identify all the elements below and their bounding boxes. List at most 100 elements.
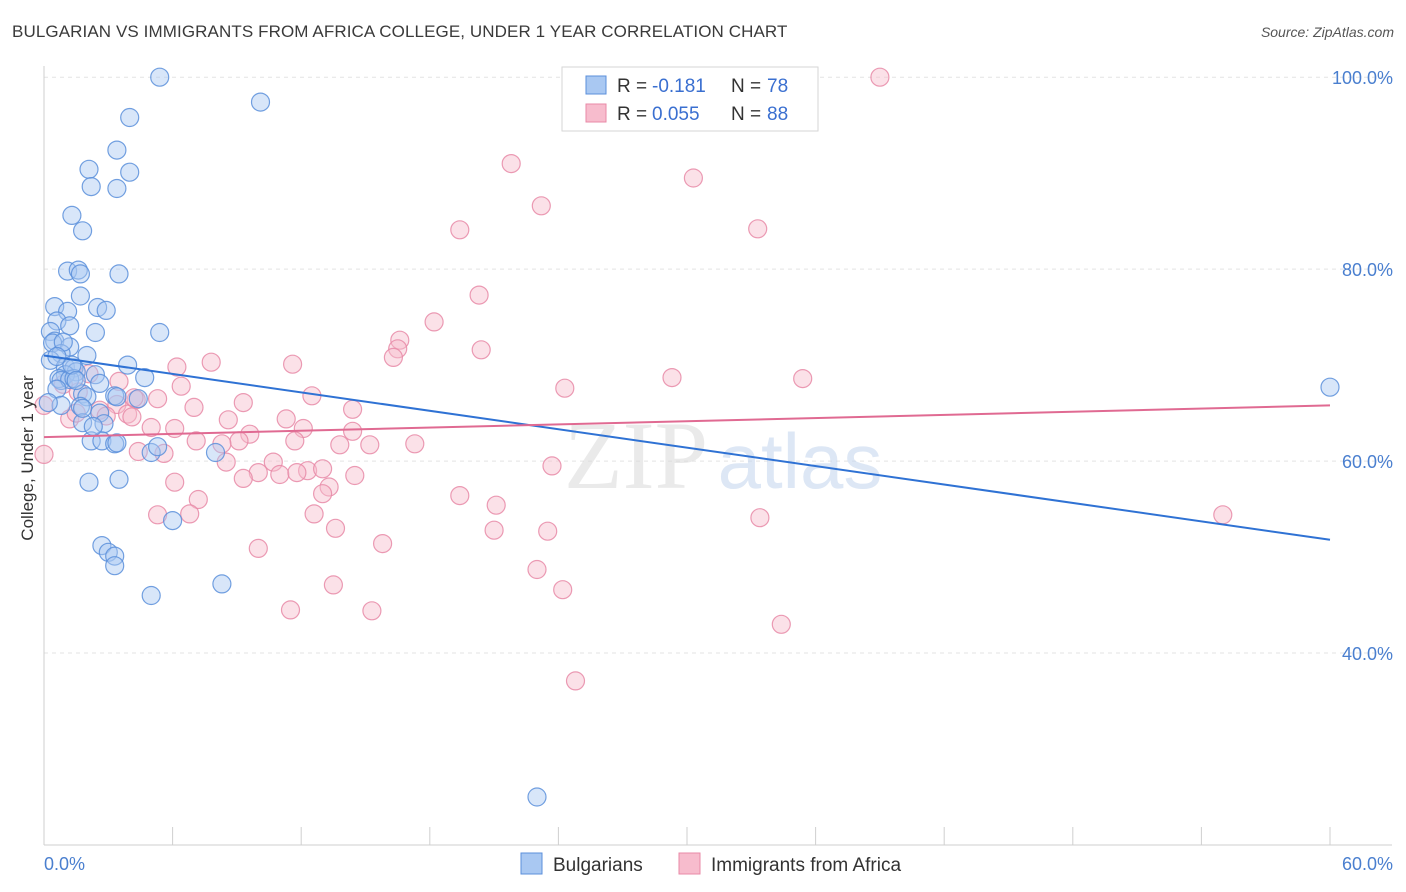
africa-point-48 <box>216 452 236 472</box>
africa-point-75 <box>553 580 573 600</box>
bulgarian-point-76 <box>107 387 127 407</box>
legend-n-label-1: N = <box>731 76 761 97</box>
africa-point-1 <box>501 154 521 174</box>
africa-point-49 <box>263 452 283 472</box>
bulgarian-point-71 <box>72 398 93 418</box>
bulgarian-point-28 <box>77 345 97 366</box>
africa-point-9 <box>388 339 408 359</box>
africa-point-5 <box>748 219 768 239</box>
africa-point-67 <box>750 508 770 528</box>
bulgarian-point-52 <box>38 393 58 413</box>
africa-point-31 <box>218 410 238 430</box>
africa-point-74 <box>527 559 547 580</box>
bulgarian-point-61 <box>109 469 129 489</box>
africa-point-70 <box>484 520 504 540</box>
y-tick-label-2: 80.0% <box>1342 260 1393 280</box>
bulgarian-point-69 <box>527 787 547 807</box>
africa-point-12 <box>201 352 221 372</box>
africa-point-62 <box>450 486 470 506</box>
bulgarian-point-77 <box>66 370 86 391</box>
bulgarian-point-62 <box>163 510 183 531</box>
bulgarian-point-23 <box>150 322 170 343</box>
legend-bottom-swatch-africa <box>678 852 701 875</box>
chart-source: Source: ZipAtlas.com <box>1260 24 1394 40</box>
legend-r-value-2: 0.055 <box>652 104 700 125</box>
africa-point-2 <box>683 168 704 188</box>
bulgarian-point-60 <box>79 472 99 492</box>
bulgarian-point-12 <box>70 264 91 284</box>
legend-bottom-africa: Immigrants from Africa <box>711 855 901 876</box>
africa-point-57 <box>233 468 253 488</box>
legend-r-label-2: R = <box>617 104 647 125</box>
africa-point-81 <box>34 444 54 464</box>
bulgarian-point-19 <box>47 311 67 331</box>
africa-point-44 <box>360 435 380 455</box>
africa-point-63 <box>486 495 506 515</box>
bulgarian-point-3 <box>107 140 127 160</box>
africa-point-40 <box>229 431 249 451</box>
legend-bottom-bulgarians: Bulgarians <box>553 855 643 876</box>
africa-point-60 <box>188 489 208 510</box>
africa-point-7 <box>424 312 444 332</box>
africa-point-13 <box>283 354 303 374</box>
bulgarian-point-36 <box>135 368 155 388</box>
bulgarian-point-2 <box>120 107 140 128</box>
africa-point-69 <box>325 518 346 538</box>
africa-point-45 <box>405 434 425 454</box>
africa-point-77 <box>280 600 301 620</box>
y-axis-label: College, Under 1 year <box>18 375 37 541</box>
bulgarian-point-4 <box>79 159 99 179</box>
africa-point-24 <box>233 393 253 413</box>
bulgarian-point-59 <box>205 442 226 463</box>
bulgarian-point-46 <box>128 389 148 409</box>
grid <box>44 76 1392 654</box>
africa-point-78 <box>362 601 382 621</box>
bulgarian-trend-line <box>43 354 1331 541</box>
bulgarian-point-44 <box>77 387 97 407</box>
legend-bottom-swatch-bulgarians <box>520 852 543 875</box>
africa-point-73 <box>248 538 268 559</box>
legend-n-value-2: 88 <box>767 104 788 125</box>
legend-n-label-2: N = <box>731 104 761 125</box>
africa-point-56 <box>345 465 365 486</box>
africa-point-11 <box>383 347 403 367</box>
africa-point-55 <box>287 463 307 483</box>
bulgarian-point-74 <box>53 332 73 352</box>
africa-point-15 <box>662 368 682 388</box>
africa-point-53 <box>248 463 268 483</box>
legend-n-value-1: 78 <box>767 76 788 97</box>
legend-swatch-africa <box>585 103 607 123</box>
bulgarian-point-56 <box>107 433 127 453</box>
africa-point-68 <box>1213 505 1233 525</box>
africa-point-27 <box>343 399 363 419</box>
africa-point-39 <box>186 431 206 451</box>
africa-point-32 <box>276 409 296 429</box>
africa-point-58 <box>165 472 185 492</box>
bulgarian-point-65 <box>105 546 125 566</box>
bulgarian-point-6 <box>81 177 101 197</box>
axes <box>43 66 1392 846</box>
bulgarian-point-17 <box>57 301 78 321</box>
africa-point-54 <box>270 464 290 485</box>
legend-r-label-1: R = <box>617 76 647 97</box>
bulgarian-point-13 <box>109 264 129 284</box>
africa-point-51 <box>313 459 333 479</box>
africa-point-72 <box>373 533 393 554</box>
africa-point-37 <box>240 424 260 444</box>
bulgarian-point-18 <box>96 300 116 320</box>
africa-point-52 <box>542 456 562 476</box>
tick-labels: 40.0% 60.0% 80.0% 100.0% 0.0% 60.0% <box>44 68 1393 874</box>
africa-trend-line <box>43 404 1331 439</box>
africa-point-87 <box>148 389 168 409</box>
africa-point-79 <box>771 614 791 634</box>
africa-point-30 <box>122 407 142 427</box>
bulgarian-point-8 <box>62 205 82 225</box>
africa-point-26 <box>184 397 204 417</box>
watermark-zip: ZIP <box>564 402 708 509</box>
legend-top: R = -0.181 N = 78 R = 0.055 N = 88 <box>561 66 819 132</box>
chart-title: BULGARIAN VS IMMIGRANTS FROM AFRICA COLL… <box>12 22 788 41</box>
africa-point-16 <box>793 369 813 389</box>
bulgarian-point-66 <box>105 556 125 576</box>
bulgarian-point-35 <box>85 365 106 385</box>
